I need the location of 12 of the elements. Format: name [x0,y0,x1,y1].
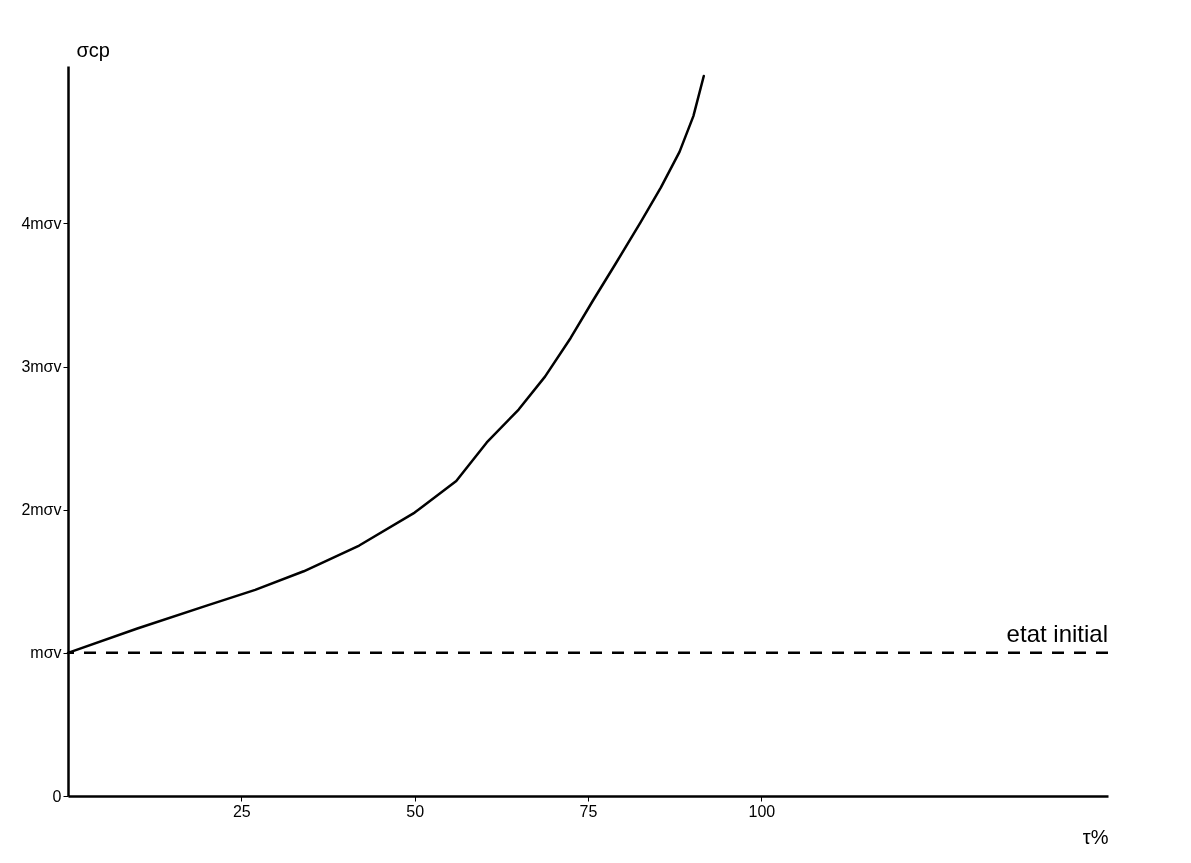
ref-line-label: etat initial [1006,619,1108,647]
y-tick-label: 3mσv [21,358,62,376]
x-tick-label: 25 [232,802,251,820]
y-tick-label: 2mσv [21,501,62,519]
x-tick-label: 100 [748,802,776,820]
x-tick-label: 50 [406,802,425,820]
y-axis-title: σcp [76,38,110,61]
y-tick-label: mσv [30,644,62,662]
x-tick-label: 75 [579,802,598,820]
x-axis-title: τ% [1082,825,1109,848]
y-tick-label: 4mσv [21,214,62,232]
y-tick-label: 0 [52,787,62,805]
